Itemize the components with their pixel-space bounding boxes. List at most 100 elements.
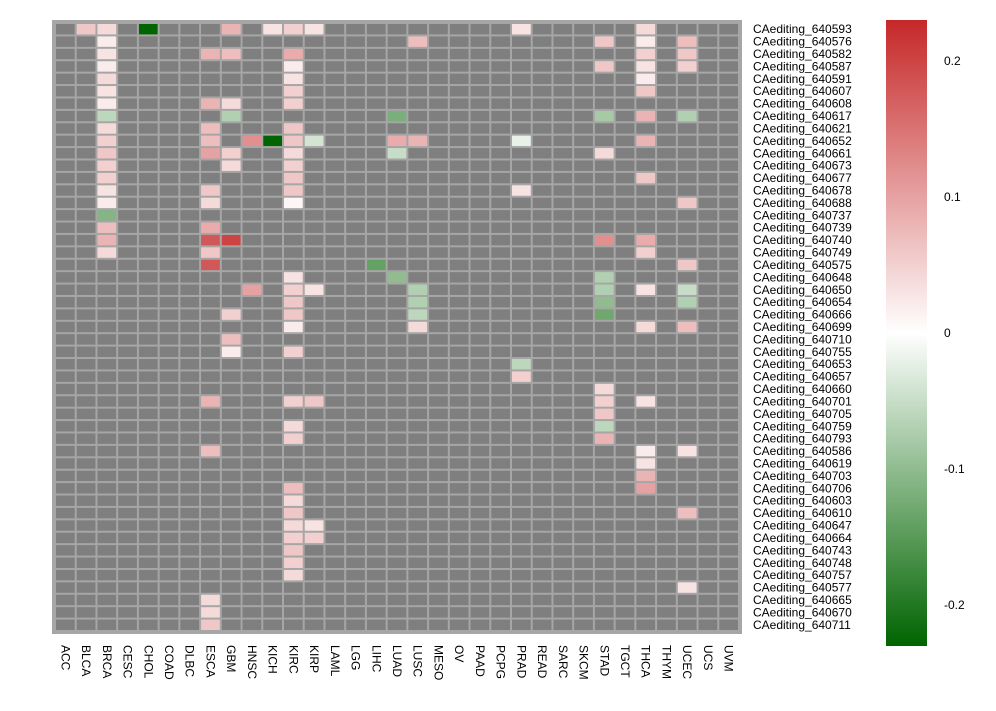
heatmap-cell-na — [719, 110, 738, 122]
heatmap-cell-na — [180, 160, 200, 171]
heatmap-cell-na — [138, 445, 158, 457]
heatmap-cell-na — [512, 346, 531, 358]
heatmap-cell-na — [118, 160, 137, 171]
heatmap-cell-na — [429, 296, 448, 308]
heatmap-cell-na — [97, 569, 117, 581]
heatmap-cell-na — [408, 495, 428, 506]
heatmap-cell-na — [449, 445, 469, 457]
heatmap-cell-na — [346, 222, 365, 233]
heatmap-cell-na — [242, 557, 262, 568]
row-label: CAediting_640577 — [753, 581, 852, 595]
heatmap-cell — [304, 284, 324, 295]
heatmap-cell-na — [118, 86, 137, 97]
heatmap-cell-na — [118, 408, 137, 420]
heatmap-cell-na — [553, 110, 573, 122]
heatmap-cell — [284, 396, 303, 407]
heatmap-cell — [636, 86, 656, 97]
heatmap-cell-na — [719, 495, 738, 506]
heatmap-cell-na — [449, 371, 469, 382]
heatmap-cell-na — [138, 61, 158, 72]
heatmap-cell-na — [677, 334, 697, 345]
heatmap-cell-na — [719, 148, 738, 159]
heatmap-cell-na — [242, 86, 262, 97]
heatmap-cell-na — [677, 222, 697, 233]
heatmap-cell-na — [719, 359, 738, 370]
heatmap-cell-na — [698, 383, 718, 395]
heatmap-cell-na — [698, 160, 718, 171]
heatmap-cell-na — [657, 160, 676, 171]
heatmap-cell-na — [284, 234, 303, 246]
heatmap-cell-na — [449, 284, 469, 295]
heatmap-cell-na — [470, 359, 490, 370]
heatmap-cell-na — [76, 582, 96, 593]
heatmap-cell-na — [470, 259, 490, 271]
heatmap-cell-na — [698, 135, 718, 147]
heatmap-cell-na — [159, 445, 179, 457]
heatmap-cell-na — [242, 321, 262, 333]
heatmap-cell-na — [159, 458, 179, 469]
heatmap-cell-na — [366, 408, 386, 420]
heatmap-cell-na — [221, 197, 241, 209]
heatmap-cell-na — [574, 172, 593, 184]
row-label: CAediting_640743 — [753, 543, 852, 557]
heatmap-cell-na — [387, 36, 407, 47]
heatmap-cell-na — [532, 445, 552, 457]
heatmap-cell-na — [491, 545, 510, 556]
heatmap-cell-na — [719, 247, 738, 258]
heatmap-cell — [677, 197, 697, 209]
heatmap-cell-na — [574, 197, 593, 209]
heatmap-cell-na — [615, 433, 635, 444]
heatmap-cell-na — [719, 433, 738, 444]
heatmap-cell-na — [263, 545, 282, 556]
heatmap-cell-na — [470, 545, 490, 556]
heatmap-cell-na — [242, 582, 262, 593]
heatmap-cell-na — [657, 172, 676, 184]
heatmap-cell-na — [470, 24, 490, 35]
heatmap-cell-na — [138, 309, 158, 320]
heatmap-cell-na — [553, 371, 573, 382]
row-label: CAediting_640739 — [753, 221, 852, 235]
heatmap-cell-na — [719, 445, 738, 457]
heatmap-cell-na — [242, 458, 262, 469]
heatmap-cell-na — [408, 272, 428, 283]
heatmap-cell-na — [408, 371, 428, 382]
heatmap-cell-na — [449, 545, 469, 556]
column-label: KIRP — [307, 645, 321, 673]
heatmap-cell-na — [594, 334, 614, 345]
heatmap-cell-na — [76, 210, 96, 221]
column-label: LGG — [349, 645, 363, 670]
heatmap-cell-na — [408, 61, 428, 72]
heatmap-cell-na — [429, 557, 448, 568]
heatmap-cell-na — [719, 396, 738, 407]
heatmap-cell-na — [553, 408, 573, 420]
heatmap-cell-na — [242, 160, 262, 171]
heatmap-cell-na — [118, 470, 137, 482]
heatmap-cell-na — [449, 210, 469, 221]
heatmap-cell-na — [201, 321, 220, 333]
heatmap-cell — [97, 110, 117, 122]
heatmap-cell-na — [449, 396, 469, 407]
heatmap-cell-na — [657, 346, 676, 358]
heatmap-cell-na — [284, 371, 303, 382]
heatmap-cell — [97, 98, 117, 109]
heatmap-cell-na — [719, 197, 738, 209]
heatmap-cell-na — [304, 98, 324, 109]
heatmap-cell-na — [180, 520, 200, 531]
heatmap-cell — [677, 284, 697, 295]
heatmap-cell-na — [138, 135, 158, 147]
heatmap-cell-na — [512, 197, 531, 209]
legend-tick-label: -0.2 — [944, 598, 965, 612]
heatmap-cell-na — [470, 135, 490, 147]
heatmap-cell-na — [366, 433, 386, 444]
heatmap-cell-na — [512, 61, 531, 72]
heatmap-cell-na — [56, 247, 75, 258]
heatmap-cell-na — [325, 123, 345, 134]
heatmap-cell-na — [532, 359, 552, 370]
heatmap-cell-na — [346, 259, 365, 271]
heatmap-cell-na — [574, 396, 593, 407]
heatmap-cell-na — [574, 284, 593, 295]
heatmap-cell-na — [636, 210, 656, 221]
heatmap-cell-na — [56, 36, 75, 47]
heatmap-cell-na — [615, 234, 635, 246]
heatmap-cell-na — [304, 73, 324, 85]
